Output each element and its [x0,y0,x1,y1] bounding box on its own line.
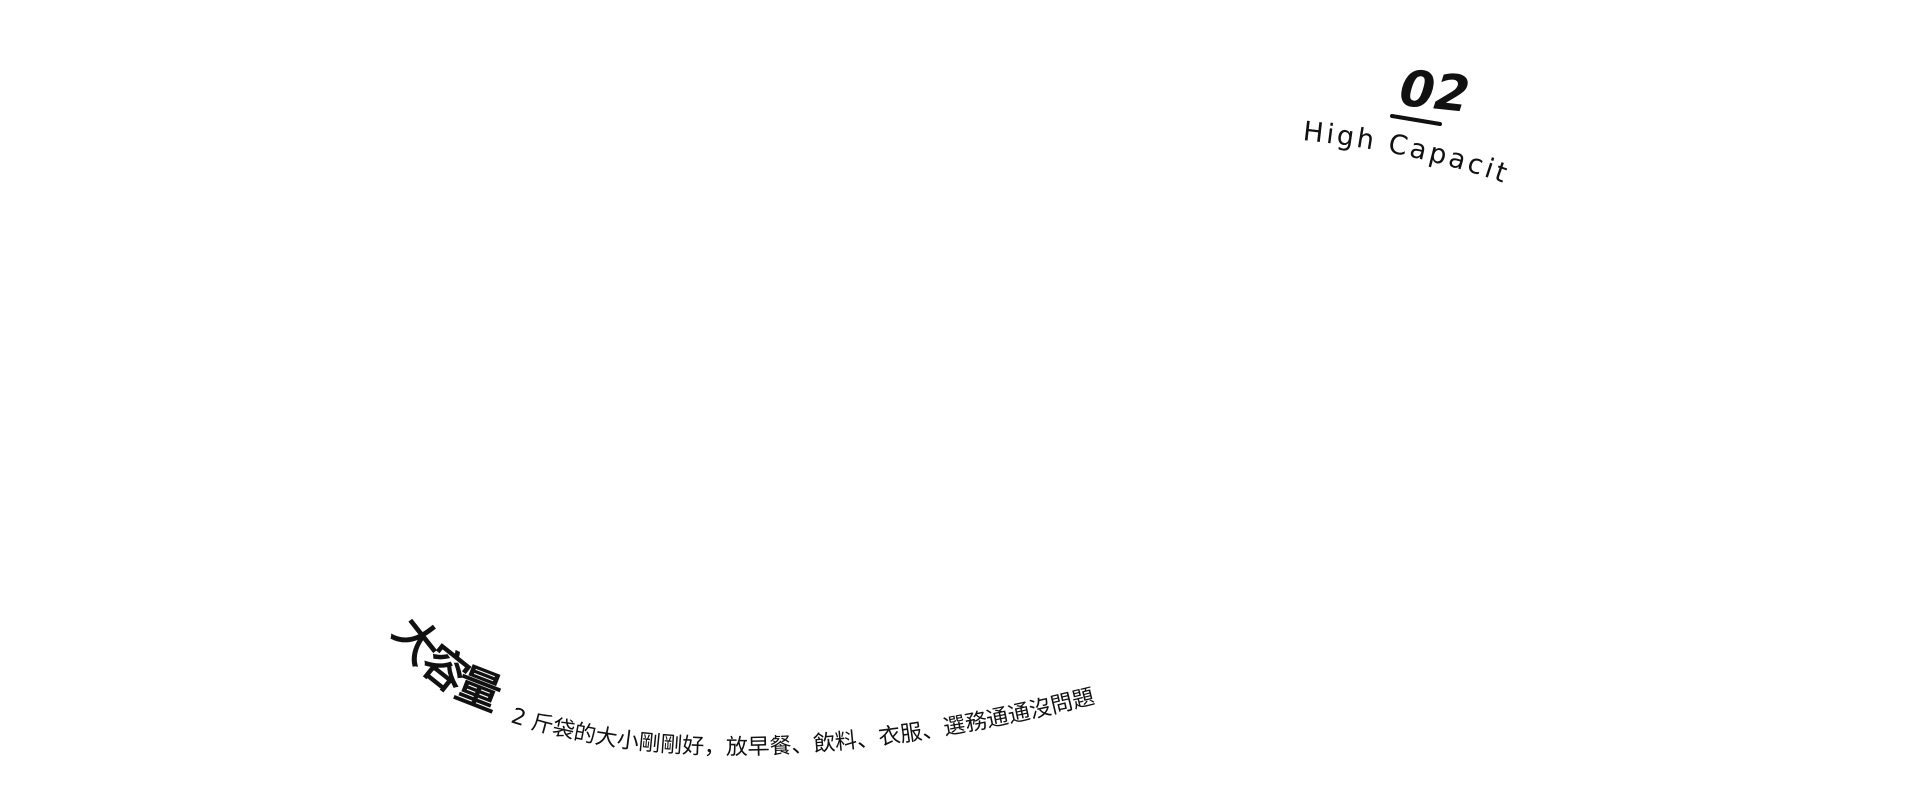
feature-subtitle-path: High Capacity [0,0,1511,190]
feature-title-path: 大容量 [383,608,509,722]
feature-subtitle: High Capacity [0,0,1514,190]
feature-description: 2 斤袋的大小剛剛好，放早餐、飲料、衣服、選務通通沒問題 [508,684,1097,760]
feature-number: 02 [1397,59,1472,124]
feature-title: 大容量 [383,608,509,722]
feature-description-path: 2 斤袋的大小剛剛好，放早餐、飲料、衣服、選務通通沒問題 [508,684,1097,760]
number-underline [1390,114,1442,126]
feature-body: 大容量 2 斤袋的大小剛剛好，放早餐、飲料、衣服、選務通通沒問題 [383,608,1097,760]
feature-heading: 02 High Capacity [0,0,1514,190]
